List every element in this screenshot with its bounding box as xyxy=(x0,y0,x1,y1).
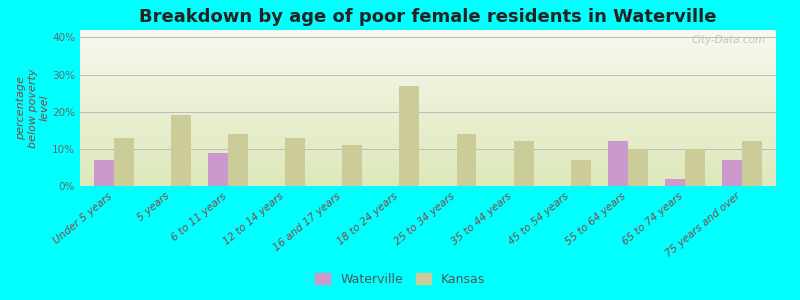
Bar xyxy=(228,134,248,186)
Bar xyxy=(208,153,228,186)
Bar xyxy=(342,145,362,186)
Bar xyxy=(94,160,114,186)
Title: Breakdown by age of poor female residents in Waterville: Breakdown by age of poor female resident… xyxy=(139,8,717,26)
Bar xyxy=(286,138,306,186)
Bar xyxy=(570,160,590,186)
Bar xyxy=(114,138,134,186)
Bar xyxy=(399,86,419,186)
Bar xyxy=(742,141,762,186)
Bar xyxy=(457,134,477,186)
Bar xyxy=(628,149,648,186)
Bar xyxy=(608,141,628,186)
Text: City-Data.com: City-Data.com xyxy=(691,35,766,45)
Bar xyxy=(665,178,685,186)
Y-axis label: percentage
below poverty
level: percentage below poverty level xyxy=(16,68,50,148)
Bar xyxy=(685,149,705,186)
Bar xyxy=(514,141,534,186)
Legend: Waterville, Kansas: Waterville, Kansas xyxy=(310,268,490,291)
Bar xyxy=(171,116,191,186)
Bar xyxy=(722,160,742,186)
